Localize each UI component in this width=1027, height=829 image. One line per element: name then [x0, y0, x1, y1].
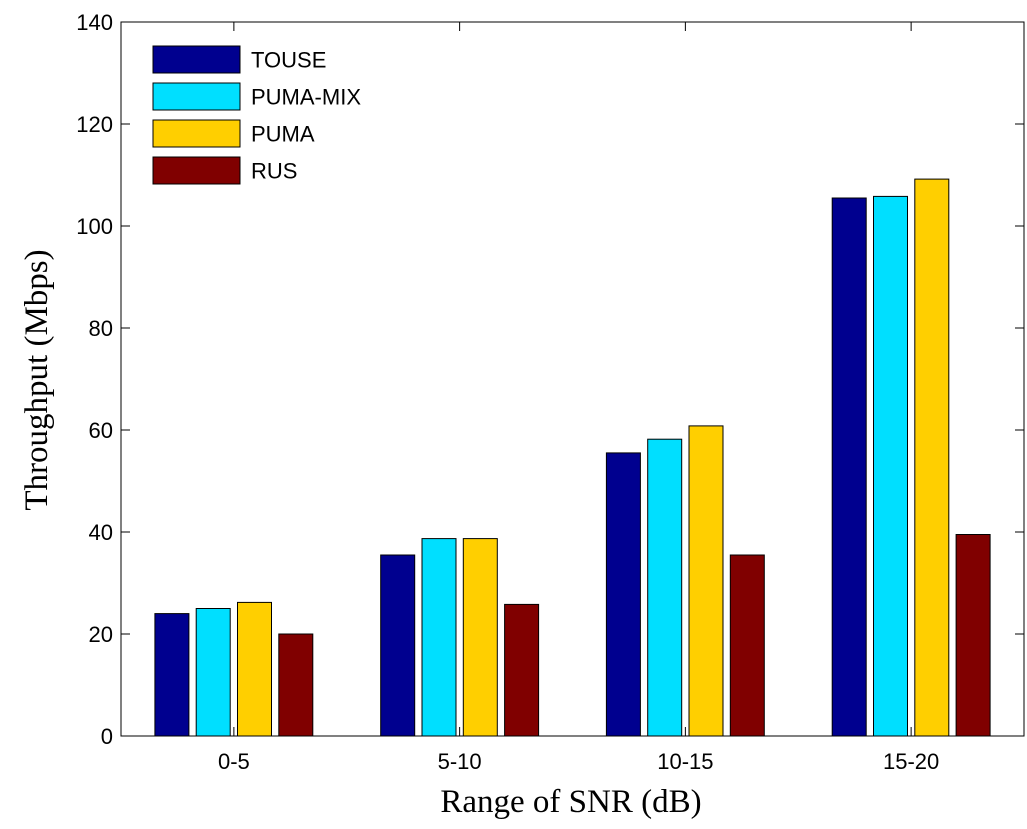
bar-puma-mix-0-5 [195, 608, 231, 737]
y-tick-label: 100 [76, 214, 113, 239]
legend-label-puma: PUMA [251, 122, 315, 147]
x-axis-title: Range of SNR (dB) [440, 784, 701, 820]
bar-touse-0-5 [154, 613, 190, 737]
bar-touse-15-20 [831, 197, 867, 737]
legend-label-touse: TOUSE [251, 48, 326, 73]
legend-swatch-puma [152, 119, 241, 148]
bar-touse-10-15 [605, 452, 641, 737]
bar-rus-10-15 [729, 554, 765, 737]
y-tick-label: 140 [76, 10, 113, 35]
x-tick-label: 0-5 [218, 749, 250, 774]
bar-puma-15-20 [914, 178, 950, 737]
y-tick-label: 0 [101, 724, 113, 749]
bar-puma-0-5 [237, 601, 272, 737]
plot-area [154, 178, 991, 737]
legend-swatch-touse [152, 45, 241, 74]
axes: 0-5 5-10 10-15 15-20 0 20 40 60 80 100 120 140 [76, 10, 1025, 774]
legend-swatch-puma-mix [152, 82, 241, 111]
bar-touse-5-10 [380, 554, 416, 737]
x-tick-label: 15-20 [883, 749, 939, 774]
plot-frame [120, 21, 1025, 737]
y-tick-label: 60 [89, 418, 113, 443]
x-tick-label: 5-10 [438, 749, 482, 774]
legend-label-puma-mix: PUMA-MIX [251, 85, 361, 110]
bar-rus-5-10 [504, 603, 540, 737]
bar-puma-mix-15-20 [873, 195, 908, 737]
y-axis-title: Throughput (Mbps) [19, 249, 55, 510]
bar-puma-10-15 [688, 425, 724, 737]
y-tick-label: 120 [76, 112, 113, 137]
x-tick-label: 10-15 [657, 749, 713, 774]
y-tick-label: 80 [89, 316, 113, 341]
y-tick-label: 20 [89, 622, 113, 647]
bar-puma-mix-5-10 [421, 538, 457, 737]
bar-rus-15-20 [955, 534, 991, 737]
bar-puma-5-10 [462, 538, 498, 737]
legend-label-rus: RUS [251, 159, 297, 184]
legend: TOUSE PUMA-MIX PUMA RUS [152, 45, 361, 185]
bar-rus-0-5 [278, 633, 314, 737]
bar-puma-mix-10-15 [647, 438, 683, 737]
y-tick-label: 40 [89, 520, 113, 545]
legend-swatch-rus [152, 156, 241, 185]
